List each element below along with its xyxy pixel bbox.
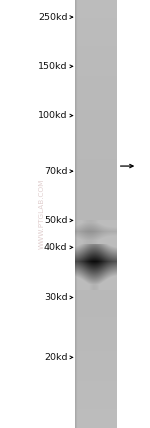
Text: 20kd: 20kd: [44, 353, 68, 362]
Text: 150kd: 150kd: [38, 62, 68, 71]
Text: WWW.PTGLAB.COM: WWW.PTGLAB.COM: [39, 179, 45, 249]
Text: 70kd: 70kd: [44, 166, 68, 176]
Text: 250kd: 250kd: [38, 12, 68, 22]
Text: 40kd: 40kd: [44, 243, 68, 252]
Text: 100kd: 100kd: [38, 111, 68, 120]
Text: 30kd: 30kd: [44, 293, 68, 302]
Text: 50kd: 50kd: [44, 216, 68, 225]
